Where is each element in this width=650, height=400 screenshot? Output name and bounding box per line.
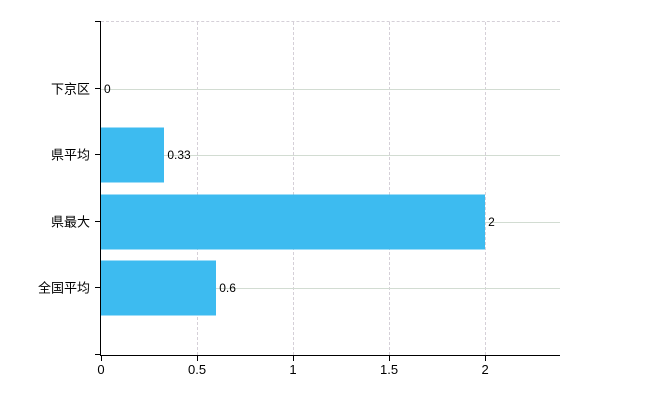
x-axis-tick: [101, 356, 102, 361]
x-axis-tick-label: 0: [97, 362, 105, 377]
bar-value-label: 0.33: [167, 148, 191, 163]
bar: [101, 194, 486, 250]
vertical-gridline: [197, 22, 199, 355]
x-axis-tick-label: 1.5: [380, 362, 399, 377]
bar-value-label: 2: [488, 214, 495, 229]
horizontal-gridline: [101, 88, 560, 90]
y-axis-tick: [95, 220, 101, 222]
y-axis-tick: [95, 87, 101, 89]
y-axis-tick: [95, 287, 101, 289]
bar: [101, 127, 165, 183]
bar: [101, 260, 217, 316]
x-axis-tick: [293, 356, 295, 361]
x-axis-tick: [197, 356, 199, 361]
y-axis-line: [100, 21, 101, 355]
vertical-gridline: [485, 22, 487, 355]
y-axis-tick: [95, 21, 101, 22]
horizontal-gridline: [101, 155, 560, 157]
x-axis-tick-label: 1: [289, 362, 297, 377]
x-axis-tick: [389, 356, 391, 361]
category-label: 県最大: [50, 214, 90, 230]
x-axis-line: [100, 355, 560, 356]
x-axis-tick-label: 2: [481, 362, 489, 377]
y-axis-tick: [95, 154, 101, 156]
x-axis-tick: [485, 356, 487, 361]
horizontal-gridline: [101, 288, 560, 290]
plot-area: 下京区 県平均 県最大 全国平均 0 0.33 2 0.6 0 0.5 1 1.…: [38, 21, 560, 376]
bar-value-label: 0.6: [219, 281, 236, 296]
vertical-gridline: [293, 22, 295, 355]
category-label: 県平均: [50, 147, 90, 163]
x-axis-tick-label: 0.5: [187, 362, 207, 377]
bar-value-label: 0: [104, 81, 111, 96]
y-axis-tick: [95, 354, 101, 355]
category-label: 全国平均: [37, 280, 90, 296]
category-label: 下京区: [50, 81, 90, 97]
vertical-gridline: [389, 22, 391, 355]
